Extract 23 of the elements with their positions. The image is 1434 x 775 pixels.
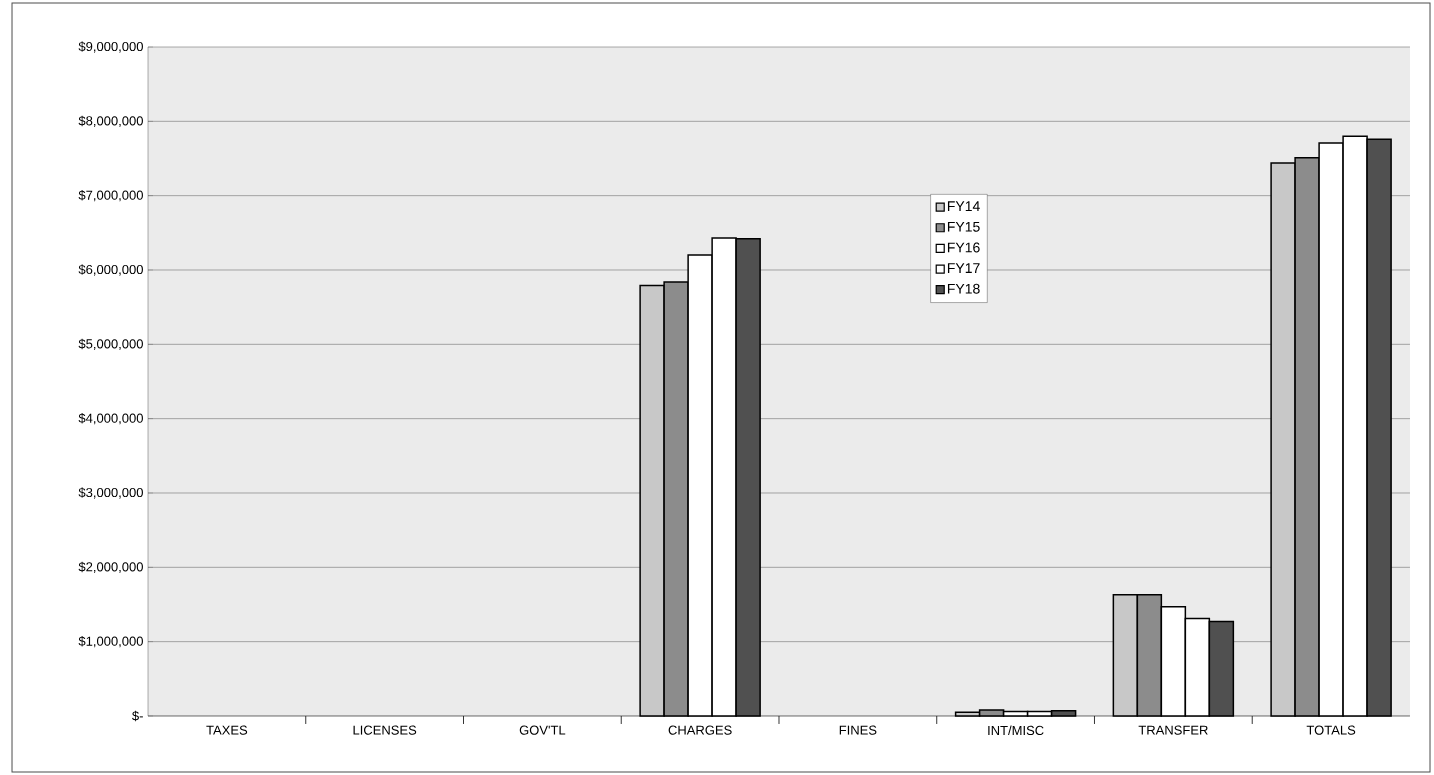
y-tick-label: $6,000,000 xyxy=(78,264,143,276)
legend-label: FY16 xyxy=(947,242,980,253)
x-tick-label: TRANSFER xyxy=(1138,725,1208,735)
y-tick-label: $2,000,000 xyxy=(78,561,143,573)
x-tick-label: TOTALS xyxy=(1306,725,1356,735)
legend-label: FY18 xyxy=(947,283,980,294)
y-tick-label: $7,000,000 xyxy=(78,190,143,202)
y-tick-label: $8,000,000 xyxy=(78,115,143,127)
y-tick-label: $- xyxy=(132,710,143,722)
legend-label: FY15 xyxy=(947,221,980,232)
y-tick-label: $9,000,000 xyxy=(78,41,143,53)
x-tick-label: LICENSES xyxy=(353,725,417,735)
y-tick-label: $5,000,000 xyxy=(78,338,143,350)
x-tick-label: INT/MISC xyxy=(988,725,1044,736)
x-tick-label: GOV'TL xyxy=(519,725,566,735)
y-tick-label: $1,000,000 xyxy=(78,636,143,648)
legend-label: FY14 xyxy=(947,201,980,211)
legend-label: FY17 xyxy=(947,263,980,273)
y-tick-label: $3,000,000 xyxy=(78,487,143,499)
x-tick-label: TAXES xyxy=(206,725,248,735)
x-tick-label: FINES xyxy=(839,725,877,735)
x-tick-label: CHARGES xyxy=(668,725,732,735)
y-tick-label: $4,000,000 xyxy=(78,413,143,425)
